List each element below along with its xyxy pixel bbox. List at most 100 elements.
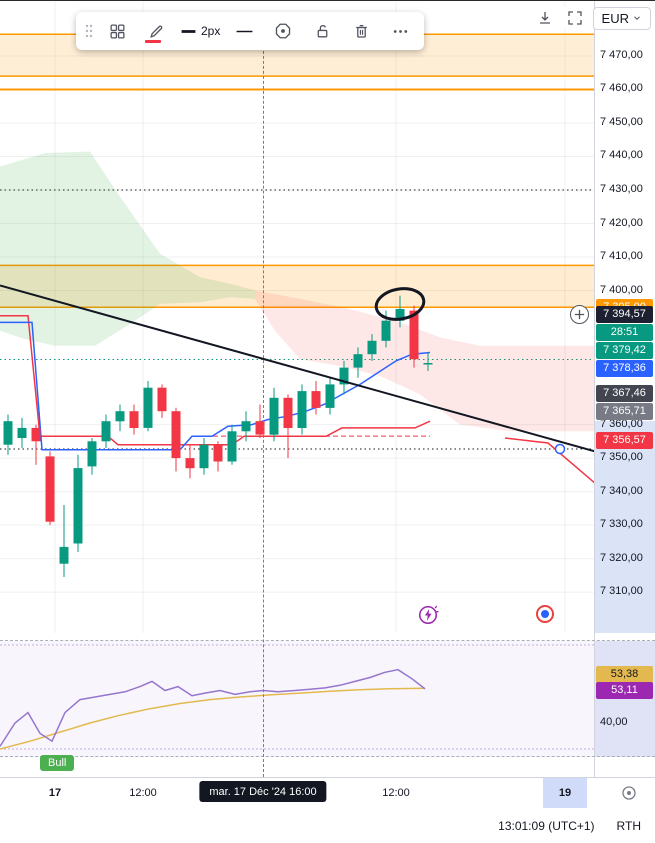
candle-body <box>101 421 111 442</box>
candle-body <box>199 444 209 469</box>
delete-button[interactable] <box>343 16 379 46</box>
settings-button[interactable] <box>265 16 301 46</box>
time-axis[interactable]: mar. 17 Déc '24 16:00 17 12:00 12:00 19 <box>0 777 655 808</box>
toolbar-drag-handle[interactable] <box>82 16 96 46</box>
candle-body <box>185 458 195 469</box>
candle-body <box>143 387 153 428</box>
fullscreen-button[interactable] <box>562 6 587 30</box>
rsi-ma-line <box>0 687 426 750</box>
layout-grid-icon <box>109 23 125 39</box>
candle-body <box>395 309 405 321</box>
candle-body <box>171 411 181 459</box>
price-tick: 7 350,00 <box>600 451 643 464</box>
candle-body <box>73 468 83 544</box>
price-tick: 7 460,00 <box>600 82 643 95</box>
trash-icon <box>356 24 367 38</box>
today-highlight <box>543 778 587 808</box>
lock-button[interactable] <box>304 16 340 46</box>
price-axis[interactable]: 7 470,00 7 460,00 7 450,00 7 440,00 7 430,00… <box>594 1 655 777</box>
line-style-button[interactable] <box>226 16 262 46</box>
pane-separator-bottom[interactable] <box>0 756 655 757</box>
time-label: 17 <box>48 787 62 799</box>
candle-body <box>423 363 433 365</box>
candle-body <box>45 456 55 522</box>
candle-body <box>87 441 97 467</box>
currency-selector[interactable]: EUR <box>592 6 651 30</box>
crosshair-time-tooltip: mar. 17 Déc '24 16:00 <box>199 781 327 802</box>
fullscreen-icon <box>567 11 582 25</box>
rsi-line <box>0 668 426 747</box>
last-price-label: 7 379,42 <box>596 341 653 359</box>
target-inner-dot <box>541 610 549 618</box>
layout-template-button[interactable] <box>99 16 135 46</box>
candle-body <box>227 431 237 462</box>
candle-body <box>255 421 265 435</box>
indicator-price-label-blue: 7 378,36 <box>596 359 653 377</box>
axis-highlight-zone <box>595 421 655 633</box>
lightning-icon[interactable] <box>417 604 439 626</box>
add-alert-plus-button[interactable] <box>570 305 589 324</box>
clock-utc[interactable]: 13:01:09 (UTC+1) <box>498 818 595 833</box>
candle-body <box>409 310 419 360</box>
candle-body <box>157 387 167 412</box>
candlestick-chart-canvas[interactable] <box>0 1 595 633</box>
rsi-chart-canvas[interactable] <box>0 641 595 757</box>
candle-body <box>381 320 391 341</box>
bull-signal-badge: Bull <box>40 755 75 771</box>
unlock-icon <box>317 24 328 37</box>
color-tool-button[interactable] <box>138 16 174 46</box>
ellipse-drawing <box>374 287 426 321</box>
candle-body <box>339 367 349 385</box>
candle-body <box>129 411 139 428</box>
gear-icon <box>276 23 291 39</box>
time-axis-settings-button[interactable] <box>621 785 637 801</box>
line-width-label: 2px <box>201 24 221 38</box>
pane-separator-top[interactable] <box>0 640 655 641</box>
rsi-pane[interactable] <box>0 641 595 757</box>
download-button[interactable] <box>532 6 557 30</box>
trendline-drawing <box>0 284 595 453</box>
price-tick: 7 450,00 <box>600 115 643 128</box>
more-options-button[interactable] <box>382 16 418 46</box>
price-tick: 7 340,00 <box>600 484 643 497</box>
ichimoku-bearish-cloud <box>255 290 595 432</box>
price-tick: 7 330,00 <box>600 518 643 531</box>
currency-label: EUR <box>601 10 629 26</box>
price-tick: 7 310,00 <box>600 585 643 598</box>
download-arrow-icon <box>539 12 550 24</box>
drawing-price-label: 7 394,57 <box>596 305 653 323</box>
candle-body <box>17 427 27 438</box>
session-rth[interactable]: RTH <box>616 818 641 833</box>
pencil-icon <box>149 25 162 38</box>
price-tick: 7 430,00 <box>600 182 643 195</box>
price-tick: 7 440,00 <box>600 149 643 162</box>
bar-countdown-label: 28:51 <box>596 323 653 341</box>
ellipsis-icon <box>393 29 408 33</box>
price-tick: 7 410,00 <box>600 250 643 263</box>
price-tick: 7 360,00 <box>600 417 643 430</box>
indicator-price-label-gray: 7 365,71 <box>596 402 653 420</box>
axis-highlight-zone <box>595 641 655 757</box>
chevron-down-icon <box>634 16 640 20</box>
ichimoku-senkou-tail-line <box>504 437 595 484</box>
price-tick: 7 400,00 <box>600 283 643 296</box>
line-style-icon <box>236 30 253 32</box>
active-color-swatch <box>145 40 161 43</box>
candle-body <box>31 427 41 442</box>
crosshair-vertical-line <box>263 31 264 777</box>
candle-body <box>283 397 293 428</box>
target-icon[interactable] <box>536 605 554 623</box>
status-bar: 13:01:09 (UTC+1) RTH <box>0 807 655 843</box>
drawing-toolbar: 2px <box>76 12 425 50</box>
circle-dot-icon <box>622 786 636 800</box>
main-chart-pane[interactable] <box>0 1 595 633</box>
line-width-button[interactable]: 2px <box>177 16 223 46</box>
price-tick: 7 470,00 <box>600 48 643 61</box>
axis-highlight-zone <box>595 757 655 777</box>
price-tick: 7 320,00 <box>600 551 643 564</box>
candle-body <box>241 421 251 432</box>
time-label: 19 <box>558 787 572 799</box>
level-price-label-red: 7 356,57 <box>596 431 653 449</box>
candle-body <box>59 546 69 564</box>
